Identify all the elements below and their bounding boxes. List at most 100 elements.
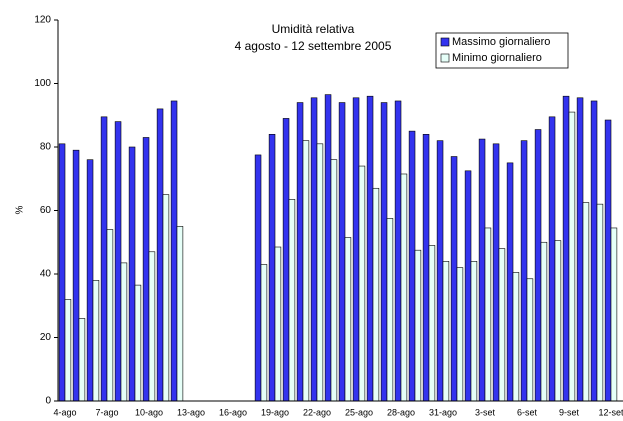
bar: [128, 146, 136, 402]
x-tick-label: 3-set: [475, 407, 496, 417]
bar: [590, 100, 598, 402]
bar: [268, 134, 276, 402]
bar: [156, 108, 164, 402]
y-tick-label: 60: [40, 205, 52, 216]
bar: [274, 246, 282, 402]
bar: [100, 116, 108, 402]
y-tick-label: 20: [40, 332, 52, 343]
bar: [428, 245, 436, 402]
bar: [92, 280, 100, 402]
bar: [400, 173, 408, 402]
x-tick-label: 28-ago: [387, 407, 415, 417]
bar: [324, 94, 332, 402]
bar: [512, 272, 520, 402]
bar: [366, 95, 374, 402]
bar: [554, 240, 562, 402]
x-tick-label: 16-ago: [219, 407, 247, 417]
bar: [148, 251, 156, 402]
bar: [114, 121, 122, 402]
x-tick-label: 19-ago: [261, 407, 289, 417]
bar: [498, 248, 506, 402]
x-tick-label: 7-ago: [95, 407, 118, 417]
bar: [610, 227, 618, 402]
bar: [64, 299, 72, 402]
bar: [450, 156, 458, 402]
x-tick-label: 10-ago: [135, 407, 163, 417]
bar: [442, 260, 450, 402]
legend-swatch: [440, 53, 450, 63]
bar: [352, 97, 360, 402]
bar: [296, 102, 304, 402]
bar: [120, 262, 128, 402]
bar: [372, 187, 380, 402]
x-tick-label: 13-ago: [177, 407, 205, 417]
bar: [596, 203, 604, 402]
legend-label: Minimo giornaliero: [452, 52, 542, 64]
bar: [170, 100, 178, 402]
bar: [562, 95, 570, 402]
bar: [78, 318, 86, 402]
x-tick-label: 9-set: [559, 407, 580, 417]
bar: [540, 241, 548, 402]
y-tick-label: 100: [34, 78, 51, 89]
bar: [548, 116, 556, 402]
bar: [260, 264, 268, 402]
chart-title: Umidità relativa: [272, 22, 355, 36]
y-tick-label: 80: [40, 142, 52, 153]
bar: [72, 149, 80, 402]
bar: [506, 162, 514, 402]
bar: [492, 143, 500, 402]
bar: [422, 134, 430, 402]
bar: [58, 143, 66, 402]
x-tick-label: 25-ago: [345, 407, 373, 417]
bar: [358, 165, 366, 402]
x-tick-label: 4-ago: [53, 407, 76, 417]
bar: [86, 159, 94, 402]
bar: [464, 170, 472, 402]
bar: [568, 111, 576, 402]
bar: [254, 154, 262, 402]
bar: [344, 237, 352, 402]
legend-swatch: [440, 37, 450, 47]
chart-subtitle: 4 agosto - 12 settembre 2005: [235, 39, 392, 53]
bar: [134, 284, 142, 402]
bar: [288, 199, 296, 402]
bar: [162, 194, 170, 402]
y-tick-label: 120: [34, 15, 51, 26]
bar: [310, 97, 318, 402]
y-tick-label: 40: [40, 269, 52, 280]
bar: [484, 227, 492, 402]
bar: [142, 137, 150, 402]
bar: [380, 102, 388, 402]
bar: [316, 143, 324, 402]
bar: [604, 119, 612, 402]
x-tick-label: 6-set: [517, 407, 538, 417]
bar: [408, 130, 416, 402]
bar: [302, 140, 310, 402]
bar: [414, 249, 422, 402]
bar: [534, 129, 542, 402]
bar: [338, 102, 346, 402]
bar: [478, 138, 486, 402]
bar: [330, 159, 338, 402]
bar: [282, 118, 290, 402]
bar: [470, 260, 478, 402]
bar: [176, 226, 184, 402]
bar: [582, 202, 590, 402]
bar: [520, 140, 528, 402]
bar: [526, 278, 534, 402]
x-tick-label: 12-set: [598, 407, 623, 417]
bar: [576, 97, 584, 402]
bar: [394, 100, 402, 402]
y-tick-label: 0: [45, 396, 51, 407]
legend-label: Massimo giornaliero: [452, 36, 550, 48]
x-tick-label: 31-ago: [429, 407, 457, 417]
bar: [106, 229, 114, 402]
bar: [386, 218, 394, 402]
bar: [456, 267, 464, 402]
y-axis-label: %: [15, 205, 26, 214]
bar: [436, 140, 444, 402]
legend-box: [435, 32, 569, 69]
x-tick-label: 22-ago: [303, 407, 331, 417]
